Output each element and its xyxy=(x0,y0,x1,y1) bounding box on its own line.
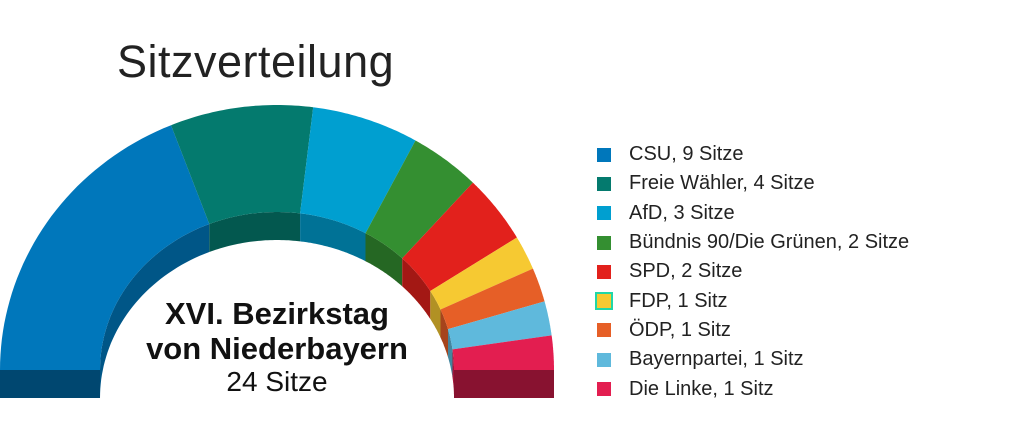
legend-label: ÖDP, 1 Sitz xyxy=(629,318,731,341)
seat-segment xyxy=(430,237,533,310)
legend-swatch xyxy=(597,176,611,191)
seat-segment-inner-wall xyxy=(440,309,448,358)
seat-segment xyxy=(365,140,473,259)
chart-title: Sitzverteilung xyxy=(117,36,395,87)
legend-label: CSU, 9 Sitze xyxy=(629,143,744,166)
legend-label: AfD, 3 Sitze xyxy=(629,201,735,224)
legend-item: Freie Wähler, 4 Sitze xyxy=(597,169,909,198)
seat-segment-inner-wall xyxy=(430,291,441,338)
seat-segment xyxy=(448,301,552,350)
seat-segment xyxy=(452,335,554,370)
legend-label: Bayernpartei, 1 Sitz xyxy=(629,348,804,371)
legend-label: SPD, 2 Sitze xyxy=(629,260,743,283)
legend-swatch xyxy=(597,147,611,162)
legend-swatch xyxy=(597,264,611,279)
legend-label: FDP, 1 Sitz xyxy=(629,289,728,312)
seat-segment-inner-wall xyxy=(300,213,366,262)
seat-segment-inner-wall xyxy=(402,258,431,319)
legend-item: ÖDP, 1 Sitz xyxy=(597,316,909,345)
center-label-title: XVI. Bezirkstag xyxy=(165,296,389,331)
seat-segment xyxy=(0,125,210,370)
legend-item: AfD, 3 Sitze xyxy=(597,199,909,228)
base-end-left xyxy=(0,370,100,398)
legend-swatch xyxy=(597,323,611,338)
legend-item: Bündnis 90/Die Grünen, 2 Sitze xyxy=(597,228,909,257)
center-label-subtitle: von Niederbayern xyxy=(146,331,408,366)
seat-segment-inner-wall xyxy=(209,212,301,252)
legend-label: Freie Wähler, 4 Sitze xyxy=(629,172,815,195)
legend-swatch xyxy=(595,292,613,311)
seat-segment-inner-wall xyxy=(100,224,210,398)
legend-label: Bündnis 90/Die Grünen, 2 Sitze xyxy=(629,231,910,254)
seat-segment-inner-wall xyxy=(365,233,403,287)
seat-segment xyxy=(402,182,517,291)
parliament-chart xyxy=(0,105,554,398)
seat-segment xyxy=(440,268,545,330)
legend-item: Bayernpartei, 1 Sitz xyxy=(597,345,909,374)
legend-swatch xyxy=(597,235,611,250)
legend-item: Die Linke, 1 Sitz xyxy=(597,374,909,403)
seat-segment xyxy=(300,107,416,234)
legend-swatch xyxy=(597,352,611,367)
legend-label: Die Linke, 1 Sitz xyxy=(629,377,774,400)
legend-swatch xyxy=(597,382,611,397)
seat-segment-inner-wall xyxy=(448,329,453,378)
base-end-right xyxy=(454,370,554,398)
seat-segment xyxy=(171,105,314,224)
seat-segment-inner-wall xyxy=(452,349,454,398)
legend-item: SPD, 2 Sitze xyxy=(597,257,909,286)
legend-swatch xyxy=(597,206,611,221)
legend-item: FDP, 1 Sitz xyxy=(595,286,909,315)
legend: CSU, 9 Sitze Freie Wähler, 4 Sitze AfD, 3 … xyxy=(595,140,909,404)
legend-item: CSU, 9 Sitze xyxy=(597,140,909,169)
center-label-total: 24 Sitze xyxy=(226,366,328,397)
